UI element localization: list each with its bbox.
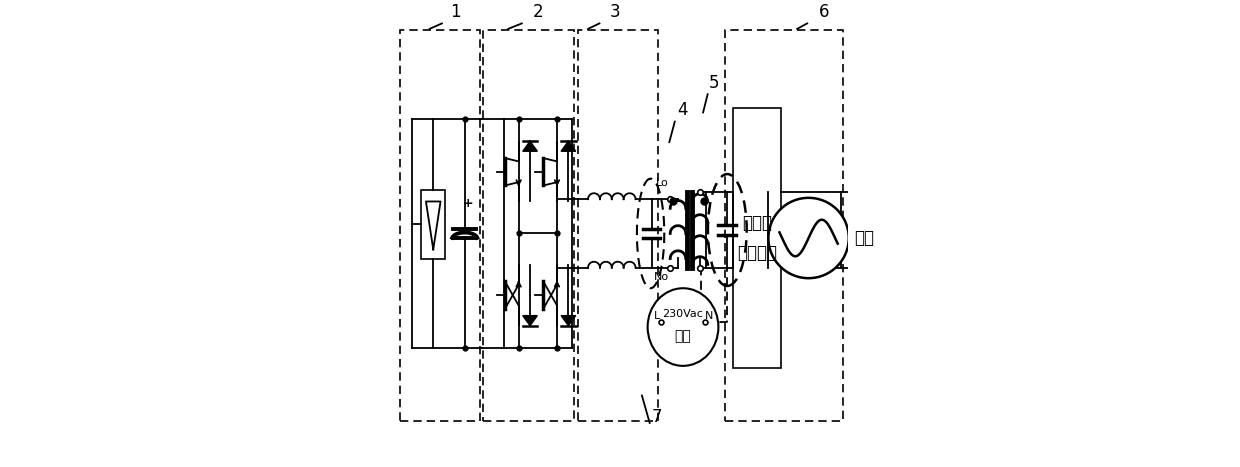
Bar: [401, 30, 480, 421]
Ellipse shape: [647, 288, 718, 366]
Bar: [422, 190, 445, 259]
Bar: [578, 30, 658, 421]
Text: 230Vac: 230Vac: [662, 309, 703, 319]
Text: 继电器
滤波电路: 继电器 滤波电路: [737, 214, 777, 262]
Circle shape: [769, 198, 848, 278]
Bar: [484, 30, 574, 421]
Text: N: N: [706, 311, 714, 321]
Bar: [733, 108, 781, 368]
Text: 负载: 负载: [675, 329, 692, 343]
Polygon shape: [560, 141, 575, 151]
Bar: [725, 30, 843, 421]
Text: 3: 3: [609, 3, 620, 21]
Text: 2: 2: [532, 3, 543, 21]
Text: +: +: [463, 197, 474, 210]
Text: Lo: Lo: [656, 178, 668, 188]
Text: No: No: [653, 272, 668, 282]
Text: L: L: [653, 311, 660, 321]
Polygon shape: [427, 201, 440, 249]
Text: 7: 7: [651, 408, 662, 426]
Text: 4: 4: [677, 101, 688, 119]
Text: 1: 1: [450, 3, 461, 21]
Polygon shape: [523, 316, 537, 325]
Text: 电网: 电网: [854, 229, 874, 247]
Text: 6: 6: [820, 3, 830, 21]
Polygon shape: [523, 141, 537, 151]
Polygon shape: [560, 316, 575, 325]
Text: 5: 5: [709, 74, 719, 92]
